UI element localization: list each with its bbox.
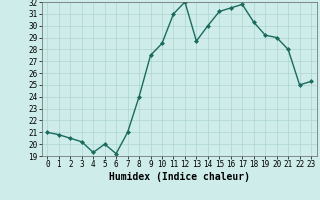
X-axis label: Humidex (Indice chaleur): Humidex (Indice chaleur) [109, 172, 250, 182]
